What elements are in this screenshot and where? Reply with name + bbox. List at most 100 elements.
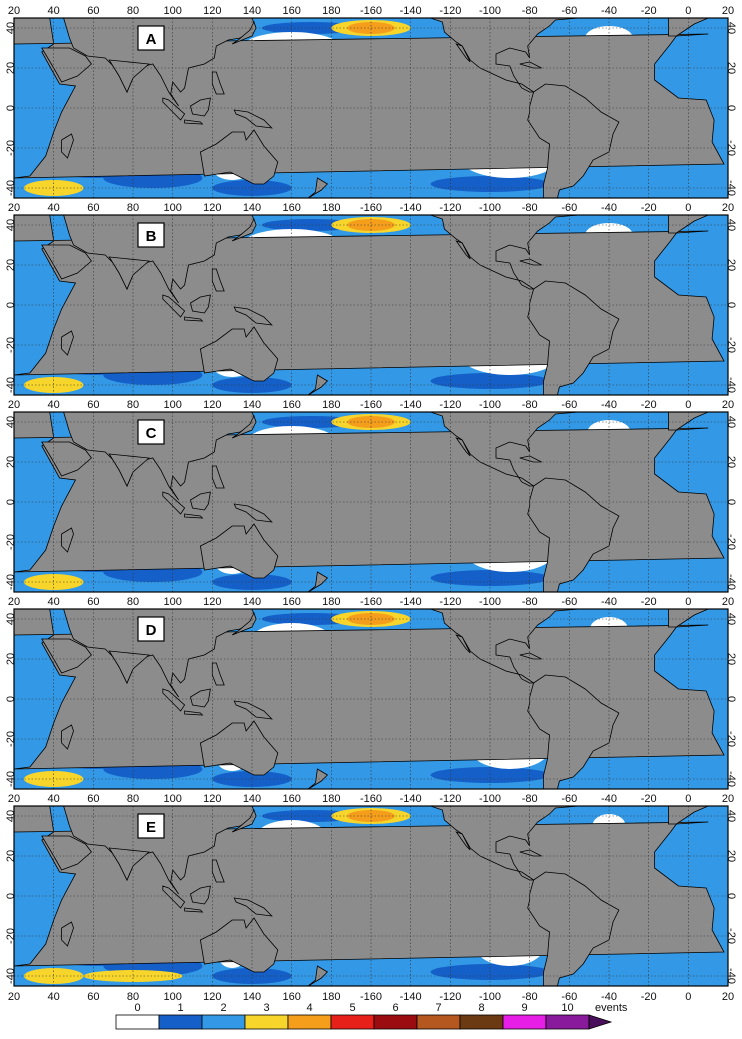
x-tick-label: 40 xyxy=(48,202,60,214)
x-tick-label: 160 xyxy=(282,596,300,608)
colorbar-tick-label: 1 xyxy=(177,1002,183,1014)
x-tick-label: 0 xyxy=(685,793,691,805)
x-tick-label: -60 xyxy=(561,399,577,411)
x-tick-label: -40 xyxy=(601,399,617,411)
philippines-land xyxy=(211,71,225,95)
samerica-land xyxy=(527,83,620,198)
x-tick-label: -40 xyxy=(601,793,617,805)
map-frame xyxy=(13,214,729,396)
map-panel-a: 20 40 60 80 100 120 140 160 180 -160 -140 -120 -100 -… xyxy=(5,5,737,199)
x-tick-label: -160 xyxy=(360,399,382,411)
europe-land xyxy=(668,806,709,825)
y-tick-label-right: -40 xyxy=(725,574,737,590)
colorbar-tick-label: 7 xyxy=(435,1002,441,1014)
x-tick-label: 20 xyxy=(722,991,734,1003)
madagascar-land xyxy=(61,527,74,553)
y-tick-label-left: -20 xyxy=(5,731,17,747)
x-tick-label: 0 xyxy=(685,991,691,1003)
x-tick-label: 0 xyxy=(685,5,691,17)
x-tick-label: -80 xyxy=(522,596,538,608)
panel-label-box xyxy=(137,25,165,51)
y-tick-label-left: 20 xyxy=(5,653,17,665)
x-tick-label: 40 xyxy=(48,793,60,805)
map-panel-b: 20 40 60 80 100 120 140 160 180 -160 -140 -120 -100 -… xyxy=(5,202,737,396)
x-tick-label: 160 xyxy=(282,991,300,1003)
y-tick-label-left: 0 xyxy=(5,499,17,505)
cuba-land xyxy=(519,849,542,857)
x-tick-label: -80 xyxy=(522,5,538,17)
x-tick-label: 160 xyxy=(282,399,300,411)
sumatra-land xyxy=(162,294,186,318)
x-tick-label: 0 xyxy=(685,202,691,214)
panel-label: C xyxy=(146,425,157,442)
y-tick-label-left: -40 xyxy=(5,771,17,787)
java-land xyxy=(184,907,204,913)
y-tick-label-right: -20 xyxy=(725,928,737,944)
colorbar-tick-label: 10 xyxy=(561,1002,573,1014)
x-tick-label: 60 xyxy=(87,991,99,1003)
europe-land xyxy=(668,18,709,37)
x-tick-label: 140 xyxy=(243,596,261,608)
x-tick-label: 40 xyxy=(48,5,60,17)
map-area xyxy=(14,806,728,986)
cuba-land xyxy=(519,61,542,69)
panel-label-box xyxy=(137,616,165,642)
x-tick-label: 60 xyxy=(87,202,99,214)
x-tick-label: 140 xyxy=(243,991,261,1003)
baja-land xyxy=(455,634,471,654)
y-tick-label-left: 20 xyxy=(5,259,17,271)
java-land xyxy=(184,119,204,125)
y-tick-label-left: -20 xyxy=(5,337,17,353)
x-tick-label: 20 xyxy=(722,399,734,411)
japan-land xyxy=(231,217,257,242)
newguinea-land xyxy=(233,897,273,917)
x-tick-label: 0 xyxy=(685,596,691,608)
colorbar-swatch xyxy=(502,1014,547,1030)
y-tick-label-left: 40 xyxy=(5,613,17,625)
panel-label-box xyxy=(137,222,165,248)
x-tick-label: -60 xyxy=(561,991,577,1003)
nz-land xyxy=(307,768,329,789)
y-tick-label-left: -40 xyxy=(5,377,17,393)
x-tick-label: 20 xyxy=(8,991,20,1003)
x-tick-label: -160 xyxy=(360,793,382,805)
japan-land xyxy=(231,20,257,45)
x-tick-label: -120 xyxy=(439,991,461,1003)
x-tick-label: 80 xyxy=(127,793,139,805)
x-tick-label: -120 xyxy=(439,793,461,805)
nz-land xyxy=(307,374,329,395)
y-tick-label-left: 40 xyxy=(5,219,17,231)
map-area xyxy=(14,18,728,198)
x-tick-label: 80 xyxy=(127,5,139,17)
colorbar-swatch xyxy=(158,1014,203,1030)
sumatra-land xyxy=(162,688,186,712)
colorbar: 0 1 2 3 4 5 6 7 8 9 10 events xyxy=(115,1002,628,1030)
x-tick-label: 140 xyxy=(243,5,261,17)
map-panel-c: 20 40 60 80 100 120 140 160 180 -160 -140 -120 -100 -… xyxy=(5,399,737,593)
newguinea-land xyxy=(233,109,273,129)
x-tick-label: 120 xyxy=(203,991,221,1003)
colorbar-swatch xyxy=(330,1014,375,1030)
x-tick-label: 120 xyxy=(203,202,221,214)
sumatra-land xyxy=(162,491,186,515)
x-tick-label: 20 xyxy=(722,596,734,608)
australia-land xyxy=(199,129,279,185)
madagascar-land xyxy=(61,921,74,947)
x-tick-label: 160 xyxy=(282,5,300,17)
japan-land xyxy=(231,611,257,636)
y-tick-label-right: -40 xyxy=(725,377,737,393)
x-tick-label: 20 xyxy=(722,5,734,17)
panel-label-box xyxy=(137,419,165,445)
baja-land xyxy=(455,240,471,260)
x-tick-label: -20 xyxy=(641,5,657,17)
x-tick-label: 100 xyxy=(163,596,181,608)
arabia-land xyxy=(41,244,92,280)
x-tick-label: 120 xyxy=(203,793,221,805)
x-tick-label: -40 xyxy=(601,596,617,608)
cuba-land xyxy=(519,455,542,463)
australia-land xyxy=(199,326,279,382)
y-tick-label-left: -20 xyxy=(5,534,17,550)
x-tick-label: -140 xyxy=(400,202,422,214)
